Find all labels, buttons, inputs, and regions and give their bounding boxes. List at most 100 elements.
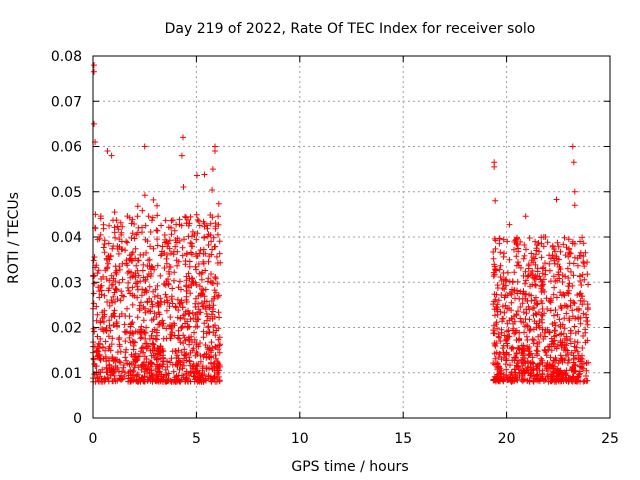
data-point [167,264,174,270]
data-point [154,299,161,306]
data-point [551,284,558,291]
data-point [144,273,151,280]
data-point [150,245,157,252]
data-point [213,378,220,385]
data-point [193,349,200,356]
data-point [176,221,183,228]
data-point [546,361,553,368]
data-point [499,318,506,325]
data-point [557,289,564,296]
data-point [574,255,581,262]
data-point [545,364,551,371]
data-point [195,316,202,323]
data-point [128,220,135,227]
data-point [173,239,180,246]
data-point [176,335,183,342]
data-point [209,187,216,193]
data-point [132,328,139,335]
data-point [144,299,151,306]
data-point [500,371,507,378]
data-point [550,273,557,280]
data-point [525,345,532,352]
data-point [566,250,573,257]
data-point [152,286,159,293]
data-point [131,364,138,371]
data-point [572,367,579,374]
data-point [179,244,186,251]
data-point [107,371,114,378]
data-point [204,233,211,240]
data-point [196,283,203,290]
data-point [583,360,590,367]
data-point [170,368,177,375]
data-point [534,268,541,275]
data-point [90,325,97,332]
data-point [570,272,577,279]
data-point [575,328,582,335]
data-point [585,281,592,288]
y-tick-label: 0.04 [51,230,82,246]
data-point [501,351,508,358]
data-point [164,363,171,370]
data-point [208,311,215,318]
data-point [134,203,141,210]
data-point [561,325,568,332]
data-point [96,294,103,301]
data-point [494,311,501,318]
data-point [161,280,168,287]
data-point [509,378,516,385]
data-point [110,243,117,249]
data-point [147,308,154,315]
data-point [580,365,586,372]
data-point [156,311,163,318]
data-point [189,243,196,250]
data-point [122,313,129,319]
data-point [194,378,201,385]
data-point [194,323,201,330]
data-point [202,303,209,310]
data-point [153,371,160,378]
data-point [101,376,108,383]
data-point [122,354,129,361]
data-point [528,297,535,304]
data-point [155,355,161,362]
data-point [155,365,162,372]
data-point [557,370,564,377]
data-point [568,366,575,373]
data-point [531,375,538,382]
data-point [200,250,207,257]
data-point [94,375,101,382]
data-point [557,266,564,272]
data-point [567,340,574,347]
data-point [148,359,155,366]
chart-title: Day 219 of 2022, Rate Of TEC Index for r… [165,21,536,37]
data-point [564,360,571,366]
grid-lines [93,56,610,418]
data-point [134,229,141,236]
data-point [181,346,188,353]
data-point [575,316,582,322]
data-point [517,304,524,310]
data-point [127,323,134,330]
data-point [158,251,165,258]
data-point [111,209,118,216]
data-point [560,241,567,248]
data-point [511,318,518,325]
data-point [149,217,155,224]
data-point [102,338,109,345]
data-point [113,267,120,274]
data-point [515,345,522,352]
data-point [165,281,172,288]
data-point [584,259,591,266]
data-point [577,290,584,297]
data-point [192,311,199,318]
data-point [198,276,205,283]
data-point [534,301,541,308]
data-point [202,306,209,313]
data-point [138,345,145,352]
data-point [169,361,176,368]
data-point [514,278,521,285]
data-point [179,323,186,330]
data-point [189,233,195,240]
data-point [521,252,528,259]
